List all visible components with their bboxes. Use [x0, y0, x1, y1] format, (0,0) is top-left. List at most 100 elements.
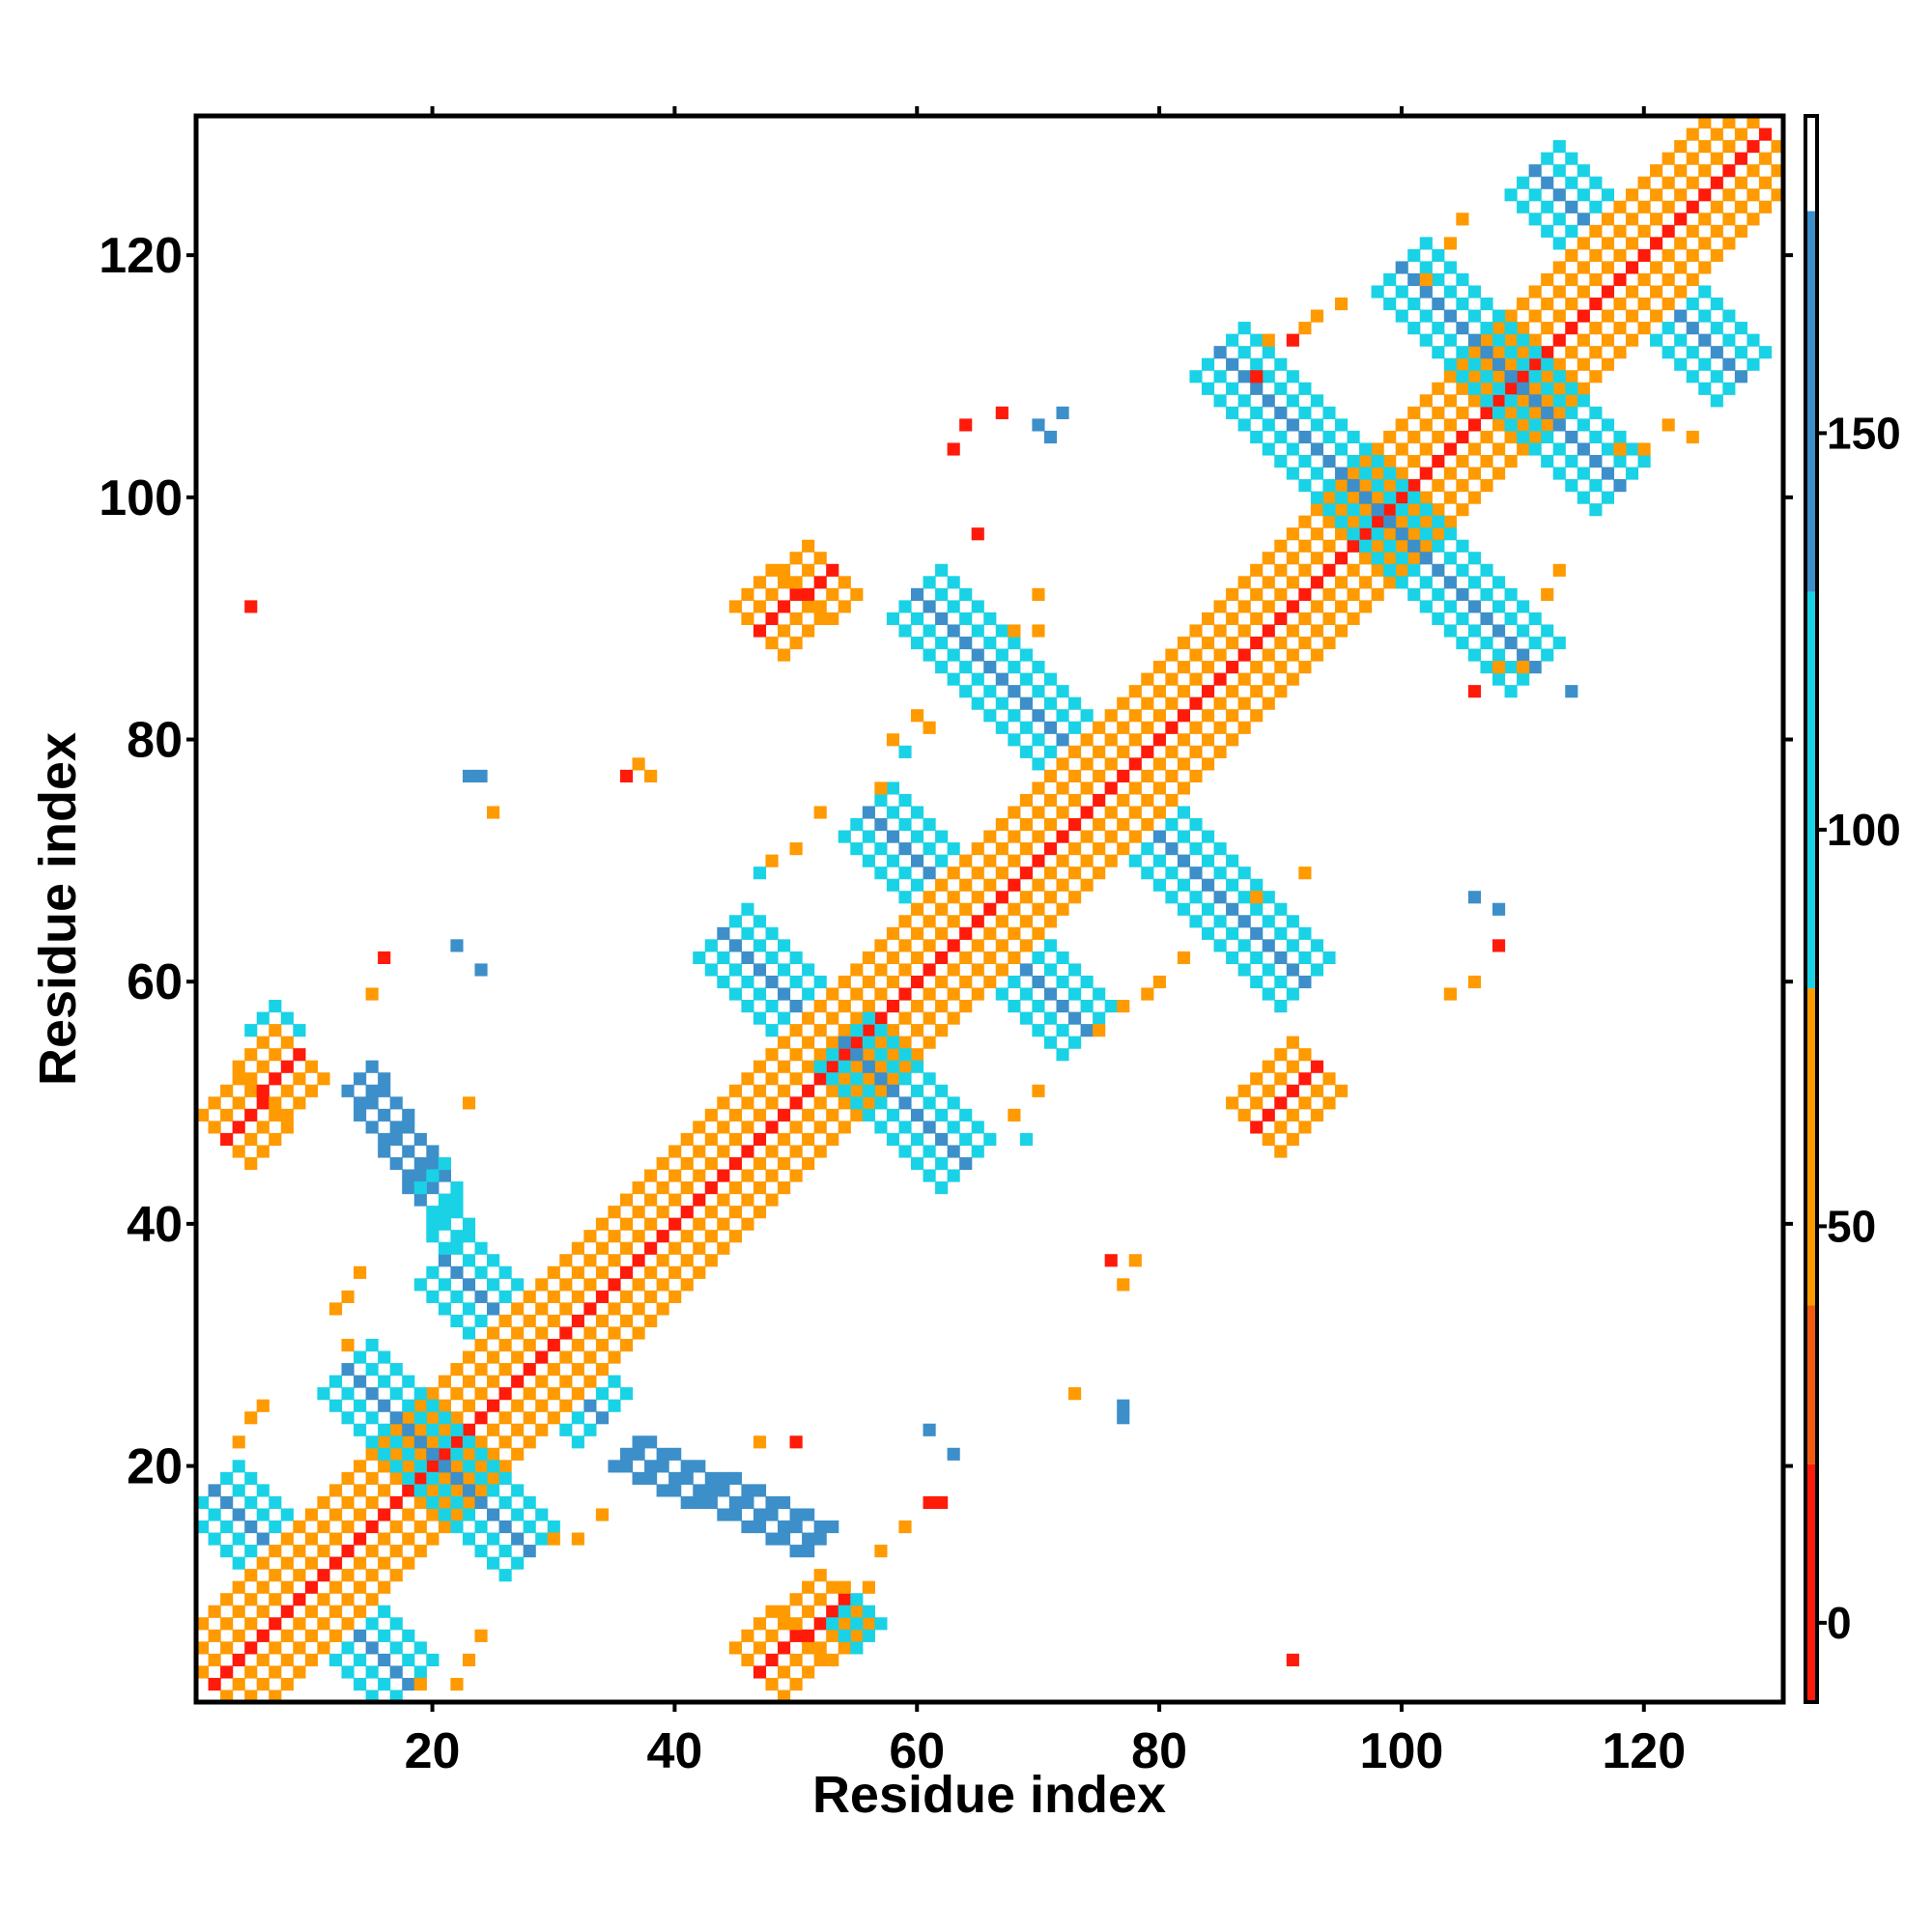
strand-a7-cell [1008, 685, 1021, 698]
main-diagonal-cell [547, 1387, 560, 1401]
main-diagonal-cell [378, 1460, 391, 1473]
blob-2-cell [244, 1084, 258, 1097]
main-diagonal-cell [1237, 600, 1251, 613]
main-diagonal-cell [450, 1363, 464, 1377]
main-diagonal-cell [898, 939, 912, 952]
main-diagonal-cell [232, 1629, 245, 1642]
main-diagonal-cell [983, 926, 997, 940]
main-diagonal-cell [1371, 539, 1384, 553]
main-diagonal-cell [947, 891, 960, 904]
strand-a5-cell [923, 1072, 936, 1086]
strand-a8-cell [1395, 576, 1408, 589]
main-diagonal-cell [802, 1156, 815, 1171]
strand-a5-cell [874, 1048, 888, 1062]
strand-a2-cell [523, 1545, 536, 1558]
main-diagonal-cell [1189, 745, 1203, 758]
main-diagonal-cell [704, 1206, 718, 1219]
main-diagonal-cell [1347, 563, 1360, 577]
strand-a7-cell [1226, 951, 1239, 965]
main-diagonal-cell [971, 987, 984, 1001]
main-diagonal-cell [1359, 503, 1373, 517]
main-diagonal-cell [1141, 817, 1154, 832]
strand-a7-cell [1262, 987, 1275, 1001]
main-diagonal-cell [208, 1677, 221, 1691]
strand-a12-cell [644, 1471, 658, 1485]
main-diagonal-cell [1008, 926, 1021, 940]
main-diagonal-cell [1722, 213, 1736, 226]
strand-a9-cell [1517, 430, 1530, 444]
strand-a2-cell [354, 1375, 367, 1388]
main-diagonal-cell [498, 1435, 512, 1449]
strand-a8-cell [1226, 357, 1239, 371]
strand-a12-cell [778, 1532, 791, 1546]
main-diagonal-cell [1286, 527, 1299, 541]
strand-a3-cell [438, 1302, 451, 1316]
strand-a4-cell [354, 1072, 367, 1086]
main-diagonal-cell [778, 1181, 791, 1195]
main-diagonal-cell [438, 1447, 451, 1461]
main-diagonal-cell [898, 915, 912, 928]
strand-a5-cell [826, 1072, 839, 1086]
strand-a7-cell [1165, 842, 1179, 856]
strand-a8-cell [1262, 370, 1275, 384]
main-diagonal-cell [741, 1145, 754, 1158]
main-diagonal-cell [1165, 696, 1179, 710]
main-diagonal-cell [402, 1532, 415, 1546]
strand-a1-cell [196, 1495, 210, 1510]
main-diagonal-cell [1467, 491, 1482, 504]
main-diagonal-cell [1080, 757, 1094, 771]
contact-cell [1456, 213, 1469, 226]
blob-3-cell [1286, 1084, 1299, 1097]
main-diagonal-cell [1298, 661, 1312, 674]
strand-a8-cell [1322, 503, 1336, 517]
strand-a5-cell [886, 1084, 900, 1097]
strand-a5-cell [886, 1060, 900, 1073]
strand-a8-cell [1347, 479, 1360, 493]
strand-a9-cell [1552, 467, 1566, 480]
main-diagonal-cell [1541, 322, 1554, 335]
blob-3-cell [1298, 1072, 1312, 1086]
strand-a6-cell [1043, 1036, 1058, 1049]
strand-a2-cell [474, 1471, 488, 1485]
strand-a5-cell [717, 975, 730, 989]
blob-2-cell [280, 1108, 294, 1122]
strand-a7-cell [1213, 867, 1227, 880]
strand-a4-cell [378, 1145, 391, 1158]
strand-a4-cell [389, 1121, 403, 1134]
blob-4-cell [778, 624, 791, 638]
cross-bump-1-cell [826, 1617, 839, 1631]
strand-a5-cell [813, 1060, 827, 1073]
main-diagonal-cell [1686, 248, 1699, 263]
main-diagonal-cell [354, 1484, 367, 1497]
strand-a12-cell [619, 1460, 634, 1473]
blob-2-cell [232, 1145, 245, 1158]
blob-3-cell [1274, 1096, 1288, 1110]
main-diagonal-cell [304, 1532, 319, 1546]
main-diagonal-cell [438, 1399, 451, 1412]
main-diagonal-cell [728, 1132, 742, 1147]
main-diagonal-cell [995, 963, 1009, 977]
main-diagonal-cell [1104, 733, 1118, 747]
main-diagonal-cell [413, 1423, 427, 1436]
main-diagonal-cell [595, 1338, 610, 1352]
strand-a10-cell [1662, 322, 1675, 335]
main-diagonal-cell [341, 1520, 355, 1534]
colorbar-tick-label: 150 [1827, 408, 1901, 458]
main-diagonal-cell [983, 975, 997, 989]
strand-a2-cell [450, 1447, 464, 1461]
main-diagonal-cell [1443, 467, 1457, 480]
strand-a7-cell [983, 685, 997, 698]
strand-a9-cell [1432, 248, 1445, 263]
strand-a9-cell [1395, 285, 1408, 298]
main-diagonal-cell [1686, 128, 1699, 141]
main-diagonal-cell [802, 1132, 815, 1147]
strand-a8-cell [1383, 539, 1397, 553]
main-diagonal-cell [1286, 552, 1299, 565]
main-diagonal-cell [402, 1411, 415, 1425]
main-diagonal-cell [1407, 503, 1421, 517]
strand-a4-cell [365, 1096, 379, 1110]
strand-a8-cell [1456, 539, 1469, 553]
contact-cell [874, 781, 888, 795]
cross-bump-2-cell [244, 1024, 258, 1037]
strand-a6-cell [1043, 939, 1058, 952]
